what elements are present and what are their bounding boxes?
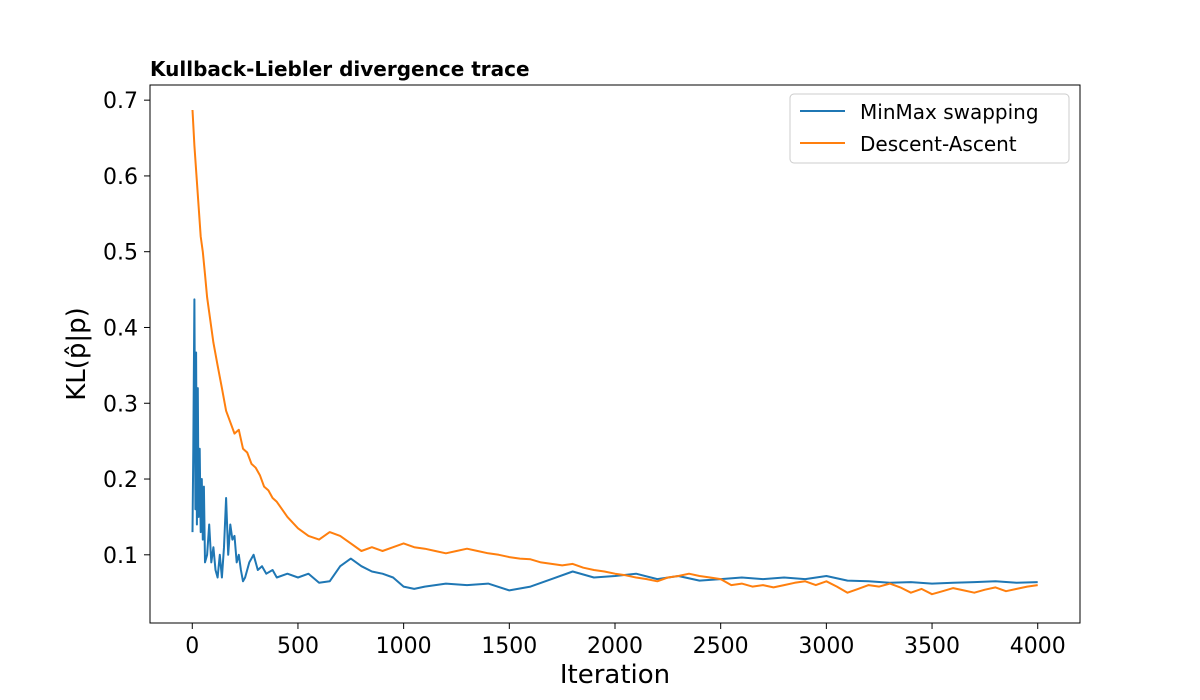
legend: MinMax swapping Descent-Ascent bbox=[789, 93, 1070, 164]
x-tick-label: 1000 bbox=[376, 634, 432, 659]
y-tick-label: 0.2 bbox=[103, 468, 138, 493]
x-tick-label: 1500 bbox=[481, 634, 537, 659]
x-axis-title: Iteration bbox=[560, 660, 670, 690]
x-tick-label: 3500 bbox=[904, 634, 960, 659]
y-tick-label: 0.1 bbox=[103, 544, 138, 569]
y-axis-title: KL(p̂|p) bbox=[62, 307, 92, 401]
y-axis: 0.1 0.2 0.3 0.4 0.5 0.6 0.7 bbox=[103, 89, 150, 569]
y-tick-label: 0.3 bbox=[103, 392, 138, 417]
x-axis: 0 500 1000 1500 2000 2500 3000 3500 4000 bbox=[185, 623, 1066, 659]
x-tick-label: 3000 bbox=[798, 634, 854, 659]
x-tick-label: 2500 bbox=[693, 634, 749, 659]
x-tick-label: 500 bbox=[277, 634, 319, 659]
y-tick-label: 0.5 bbox=[103, 241, 138, 266]
series-line-minmax-swapping bbox=[191, 298, 1038, 592]
legend-label-descent-ascent: Descent-Ascent bbox=[860, 132, 1017, 156]
chart-title: Kullback-Liebler divergence trace bbox=[150, 57, 530, 81]
y-tick-label: 0.4 bbox=[103, 316, 138, 341]
series-line-descent-ascent bbox=[191, 109, 1038, 596]
y-tick-label: 0.7 bbox=[103, 89, 138, 114]
series-layer bbox=[191, 109, 1038, 596]
x-tick-label: 2000 bbox=[587, 634, 643, 659]
legend-label-minmax: MinMax swapping bbox=[860, 100, 1039, 124]
x-tick-label: 0 bbox=[185, 634, 199, 659]
plot-frame bbox=[149, 84, 1081, 624]
x-tick-label: 4000 bbox=[1010, 634, 1066, 659]
legend-box bbox=[789, 93, 1070, 164]
y-tick-label: 0.6 bbox=[103, 165, 138, 190]
